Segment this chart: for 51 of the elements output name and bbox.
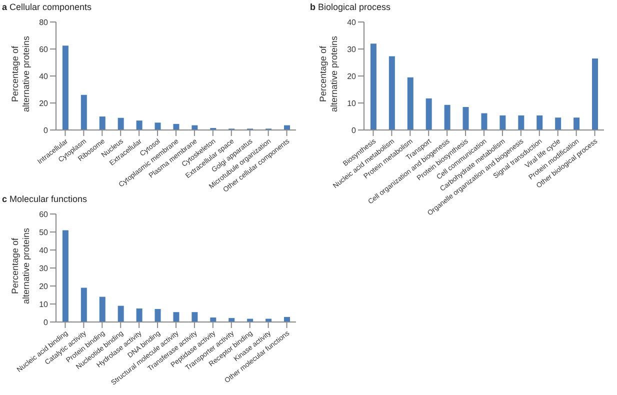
y-tick-label: 30 (39, 264, 49, 273)
bar (154, 309, 161, 322)
y-axis-title: Percentage of alternative proteins (10, 34, 32, 114)
bar (444, 104, 450, 130)
y-tick-label: 60 (39, 44, 49, 54)
bar (62, 46, 68, 130)
chart-title: c Molecular functions (2, 194, 88, 204)
bar (518, 115, 524, 130)
bar (388, 56, 395, 130)
bar (118, 306, 124, 322)
y-tick-label: 50 (39, 228, 49, 237)
y-axis-title: Percentage of alternative proteins (318, 34, 340, 114)
y-tick-label: 20 (39, 282, 49, 291)
y-tick-label: 60 (39, 210, 49, 219)
bar (370, 44, 376, 130)
bar (154, 122, 161, 130)
bar (136, 308, 142, 322)
y-tick-label: 0 (352, 126, 357, 135)
bar (555, 118, 562, 130)
bar (462, 107, 469, 130)
bar (62, 230, 68, 322)
y-tick-label: 10 (39, 300, 49, 309)
y-tick-label: 20 (39, 98, 49, 108)
y-tick-label: 10 (347, 98, 357, 108)
bar (407, 77, 414, 130)
bar (136, 120, 142, 130)
y-axis-title: Percentage of alternative proteins (10, 226, 32, 306)
bar (173, 124, 180, 130)
bar (173, 312, 180, 322)
bar (574, 118, 580, 130)
bar (118, 118, 124, 130)
bar (426, 98, 432, 130)
chart-title: b Biological process (310, 2, 391, 12)
chart-title: a Cellular components (2, 2, 92, 12)
bar (536, 115, 543, 130)
bar (500, 115, 506, 130)
bar (192, 312, 198, 322)
bar (592, 58, 598, 130)
bar (80, 94, 87, 130)
y-tick-label: 40 (39, 246, 49, 255)
y-tick-label: 40 (347, 18, 357, 27)
bar (99, 296, 106, 322)
bar (99, 116, 106, 130)
bar (80, 288, 87, 322)
y-tick-label: 30 (347, 44, 357, 54)
y-tick-label: 20 (347, 72, 357, 81)
bar (481, 113, 488, 130)
y-tick-label: 40 (39, 72, 49, 81)
y-tick-label: 0 (44, 126, 49, 135)
y-tick-label: 0 (44, 318, 49, 327)
y-tick-label: 80 (39, 18, 49, 27)
